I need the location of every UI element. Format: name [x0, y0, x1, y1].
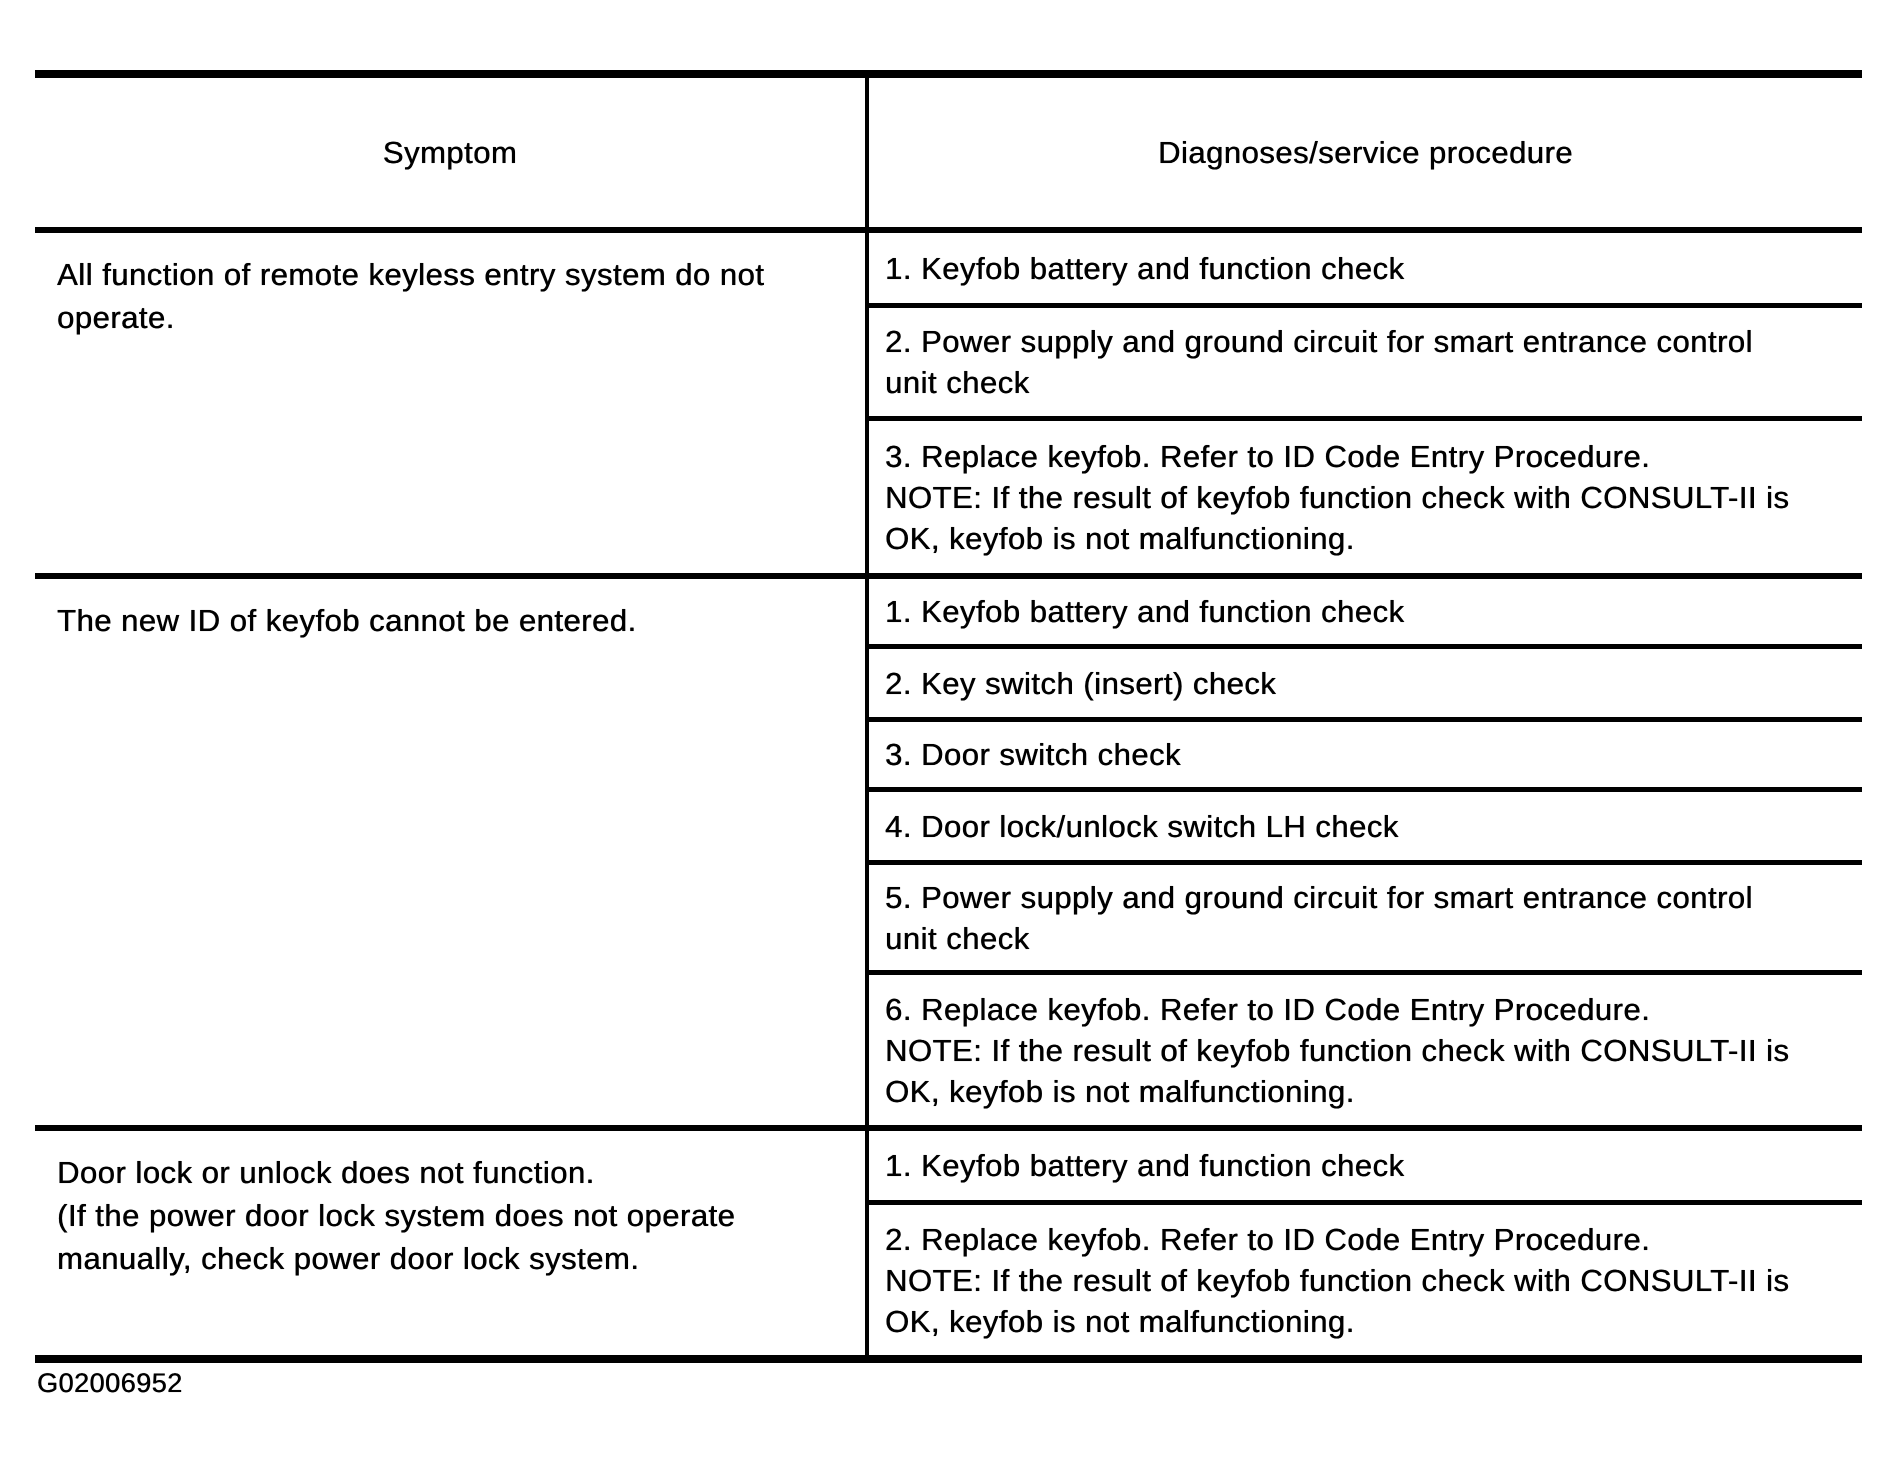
- header-procedure-label: Diagnoses/service procedure: [1158, 134, 1573, 170]
- procedure-cell: 2. Key switch (insert) check: [869, 644, 1862, 717]
- procedure-note-line: NOTE: If the result of keyfob function c…: [885, 479, 1790, 515]
- procedure-text-line: 4. Door lock/unlock switch LH check: [885, 808, 1399, 844]
- figure-id-label: G02006952: [37, 1368, 183, 1398]
- procedure-note-line: NOTE: If the result of keyfob function c…: [885, 1262, 1790, 1298]
- procedure-cell: 2. Power supply and ground circuit for s…: [869, 303, 1862, 416]
- procedure-text-line: 3. Replace keyfob. Refer to ID Code Entr…: [885, 438, 1651, 474]
- symptom-text-line: Door lock or unlock does not function.: [57, 1155, 595, 1190]
- procedure-text-line: 6. Replace keyfob. Refer to ID Code Entr…: [885, 991, 1651, 1027]
- procedure-cell: 1. Keyfob battery and function check: [869, 579, 1862, 644]
- procedure-text-line: 1. Keyfob battery and function check: [885, 1148, 1405, 1183]
- symptom-text-line: operate.: [57, 300, 175, 335]
- procedure-text-line: unit check: [885, 365, 1030, 400]
- procedure-cell: 2. Replace keyfob. Refer to ID Code Entr…: [869, 1200, 1862, 1355]
- procedure-cell: 1. Keyfob battery and function check: [869, 1131, 1862, 1200]
- procedure-text-line: 1. Keyfob battery and function check: [885, 250, 1405, 286]
- symptom-text-line: All function of remote keyless entry sys…: [57, 257, 765, 292]
- procedure-note-line: OK, keyfob is not malfunctioning.: [885, 1073, 1355, 1109]
- table-row: Door lock or unlock does not function. (…: [35, 1125, 1862, 1355]
- procedure-cell: 3. Door switch check: [869, 717, 1862, 787]
- procedure-list: 1. Keyfob battery and function check 2. …: [865, 579, 1862, 1125]
- procedure-text-line: 3. Door switch check: [885, 737, 1181, 772]
- procedure-cell: 1. Keyfob battery and function check: [869, 233, 1862, 303]
- symptom-cell: The new ID of keyfob cannot be entered.: [35, 579, 865, 1125]
- procedure-list: 1. Keyfob battery and function check 2. …: [865, 1131, 1862, 1355]
- table-header-row: Symptom Diagnoses/service procedure: [35, 78, 1862, 227]
- procedure-text-line: 2. Key switch (insert) check: [885, 665, 1277, 701]
- symptom-text-line: manually, check power door lock system.: [57, 1241, 640, 1276]
- procedure-text-line: 1. Keyfob battery and function check: [885, 594, 1405, 629]
- procedure-cell: 4. Door lock/unlock switch LH check: [869, 787, 1862, 860]
- procedure-list: 1. Keyfob battery and function check 2. …: [865, 233, 1862, 573]
- header-symptom-label: Symptom: [382, 135, 518, 170]
- table-row: The new ID of keyfob cannot be entered. …: [35, 573, 1862, 1125]
- procedure-text-line: 2. Power supply and ground circuit for s…: [885, 324, 1753, 359]
- symptom-text-line: The new ID of keyfob cannot be entered.: [57, 603, 637, 638]
- procedure-cell: 6. Replace keyfob. Refer to ID Code Entr…: [869, 970, 1862, 1125]
- procedure-note-line: OK, keyfob is not malfunctioning.: [885, 520, 1355, 556]
- procedure-text-line: 5. Power supply and ground circuit for s…: [885, 879, 1753, 915]
- symptom-cell: Door lock or unlock does not function. (…: [35, 1131, 865, 1355]
- procedure-cell: 3. Replace keyfob. Refer to ID Code Entr…: [869, 416, 1862, 573]
- diagnosis-table: Symptom Diagnoses/service procedure All …: [35, 70, 1862, 1363]
- header-symptom-cell: Symptom: [35, 78, 865, 227]
- symptom-text-line: (If the power door lock system does not …: [57, 1198, 736, 1233]
- symptom-cell: All function of remote keyless entry sys…: [35, 233, 865, 573]
- procedure-text-line: 2. Replace keyfob. Refer to ID Code Entr…: [885, 1221, 1651, 1257]
- header-procedure-cell: Diagnoses/service procedure: [865, 78, 1862, 227]
- table-row: All function of remote keyless entry sys…: [35, 227, 1862, 573]
- procedure-note-line: NOTE: If the result of keyfob function c…: [885, 1032, 1790, 1068]
- procedure-text-line: unit check: [885, 920, 1030, 956]
- procedure-note-line: OK, keyfob is not malfunctioning.: [885, 1303, 1355, 1339]
- procedure-cell: 5. Power supply and ground circuit for s…: [869, 860, 1862, 970]
